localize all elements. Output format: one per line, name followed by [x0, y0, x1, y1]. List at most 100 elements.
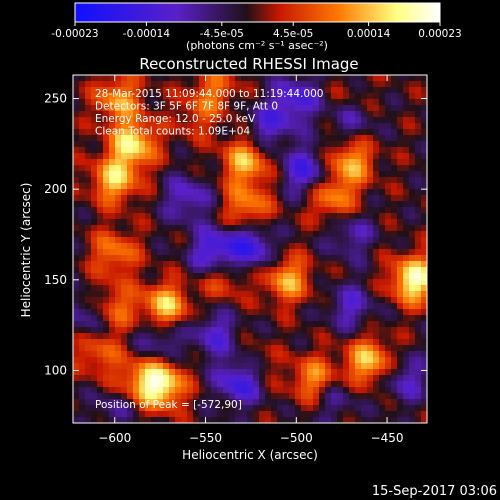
- heatmap-pixel: [367, 303, 374, 310]
- heatmap-pixel: [361, 309, 368, 316]
- heatmap-pixel: [289, 141, 296, 148]
- heatmap-pixel: [229, 111, 236, 118]
- heatmap-pixel: [409, 411, 416, 418]
- heatmap-pixel: [193, 87, 200, 94]
- heatmap-pixel: [373, 375, 380, 382]
- heatmap-pixel: [157, 297, 164, 304]
- heatmap-pixel: [121, 315, 128, 322]
- heatmap-pixel: [235, 345, 242, 352]
- heatmap-pixel: [391, 201, 398, 208]
- heatmap-pixel: [73, 297, 80, 304]
- heatmap-pixel: [397, 225, 404, 232]
- heatmap-pixel: [133, 417, 140, 424]
- heatmap-pixel: [151, 369, 158, 376]
- heatmap-pixel: [97, 207, 104, 214]
- heatmap-pixel: [289, 375, 296, 382]
- heatmap-pixel: [325, 87, 332, 94]
- heatmap-pixel: [115, 309, 122, 316]
- heatmap-pixel: [97, 87, 104, 94]
- heatmap-pixel: [343, 153, 350, 160]
- heatmap-pixel: [181, 261, 188, 268]
- heatmap-pixel: [157, 381, 164, 388]
- heatmap-pixel: [337, 291, 344, 298]
- heatmap-pixel: [121, 273, 128, 280]
- heatmap-pixel: [199, 93, 206, 100]
- heatmap-pixel: [295, 135, 302, 142]
- heatmap-pixel: [421, 363, 428, 370]
- heatmap-pixel: [325, 285, 332, 292]
- heatmap-pixel: [127, 195, 134, 202]
- heatmap-pixel: [193, 321, 200, 328]
- heatmap-pixel: [409, 303, 416, 310]
- heatmap-pixel: [175, 261, 182, 268]
- heatmap-pixel: [295, 177, 302, 184]
- heatmap-pixel: [349, 303, 356, 310]
- heatmap-pixel: [169, 255, 176, 262]
- heatmap-pixel: [313, 243, 320, 250]
- heatmap-pixel: [187, 195, 194, 202]
- heatmap-pixel: [73, 309, 80, 316]
- colorbar-tick-label: 0.00014: [347, 28, 391, 40]
- heatmap-pixel: [151, 381, 158, 388]
- heatmap-pixel: [307, 285, 314, 292]
- heatmap-pixel: [211, 357, 218, 364]
- heatmap-pixel: [139, 135, 146, 142]
- heatmap-pixel: [79, 375, 86, 382]
- heatmap-pixel: [271, 417, 278, 424]
- heatmap-pixel: [379, 417, 386, 424]
- heatmap-pixel: [373, 159, 380, 166]
- heatmap-pixel: [325, 321, 332, 328]
- heatmap-pixel: [151, 129, 158, 136]
- heatmap-pixel: [343, 303, 350, 310]
- heatmap-pixel: [145, 201, 152, 208]
- heatmap-pixel: [265, 237, 272, 244]
- heatmap-pixel: [187, 375, 194, 382]
- heatmap-pixel: [217, 327, 224, 334]
- heatmap-pixel: [391, 327, 398, 334]
- heatmap-pixel: [241, 375, 248, 382]
- heatmap-pixel: [313, 387, 320, 394]
- heatmap-pixel: [211, 153, 218, 160]
- heatmap-pixel: [91, 243, 98, 250]
- heatmap-pixel: [361, 201, 368, 208]
- heatmap-pixel: [91, 417, 98, 424]
- heatmap-pixel: [187, 327, 194, 334]
- heatmap-pixel: [289, 231, 296, 238]
- heatmap-pixel: [187, 255, 194, 262]
- heatmap-pixel: [181, 105, 188, 112]
- heatmap-pixel: [181, 213, 188, 220]
- heatmap-pixel: [205, 129, 212, 136]
- heatmap-pixel: [109, 309, 116, 316]
- heatmap-pixel: [367, 285, 374, 292]
- heatmap-pixel: [73, 75, 80, 82]
- heatmap-pixel: [139, 201, 146, 208]
- heatmap-pixel: [283, 273, 290, 280]
- heatmap-pixel: [385, 327, 392, 334]
- heatmap-pixel: [127, 243, 134, 250]
- heatmap-pixel: [373, 147, 380, 154]
- heatmap-pixel: [151, 87, 158, 94]
- heatmap-pixel: [253, 291, 260, 298]
- heatmap-pixel: [151, 141, 158, 148]
- heatmap-pixel: [355, 279, 362, 286]
- heatmap-pixel: [307, 141, 314, 148]
- heatmap-pixel: [265, 315, 272, 322]
- heatmap-pixel: [265, 411, 272, 418]
- heatmap-pixel: [169, 147, 176, 154]
- heatmap-pixel: [397, 405, 404, 412]
- heatmap-pixel: [289, 417, 296, 424]
- heatmap-pixel: [151, 111, 158, 118]
- heatmap-pixel: [265, 225, 272, 232]
- heatmap-pixel: [415, 363, 422, 370]
- heatmap-pixel: [91, 381, 98, 388]
- heatmap-pixel: [133, 273, 140, 280]
- heatmap-pixel: [349, 369, 356, 376]
- heatmap-pixel: [349, 267, 356, 274]
- heatmap-pixel: [103, 321, 110, 328]
- heatmap-pixel: [103, 117, 110, 124]
- heatmap-pixel: [151, 105, 158, 112]
- heatmap-pixel: [337, 399, 344, 406]
- heatmap-pixel: [151, 219, 158, 226]
- heatmap-pixel: [199, 183, 206, 190]
- heatmap-pixel: [151, 405, 158, 412]
